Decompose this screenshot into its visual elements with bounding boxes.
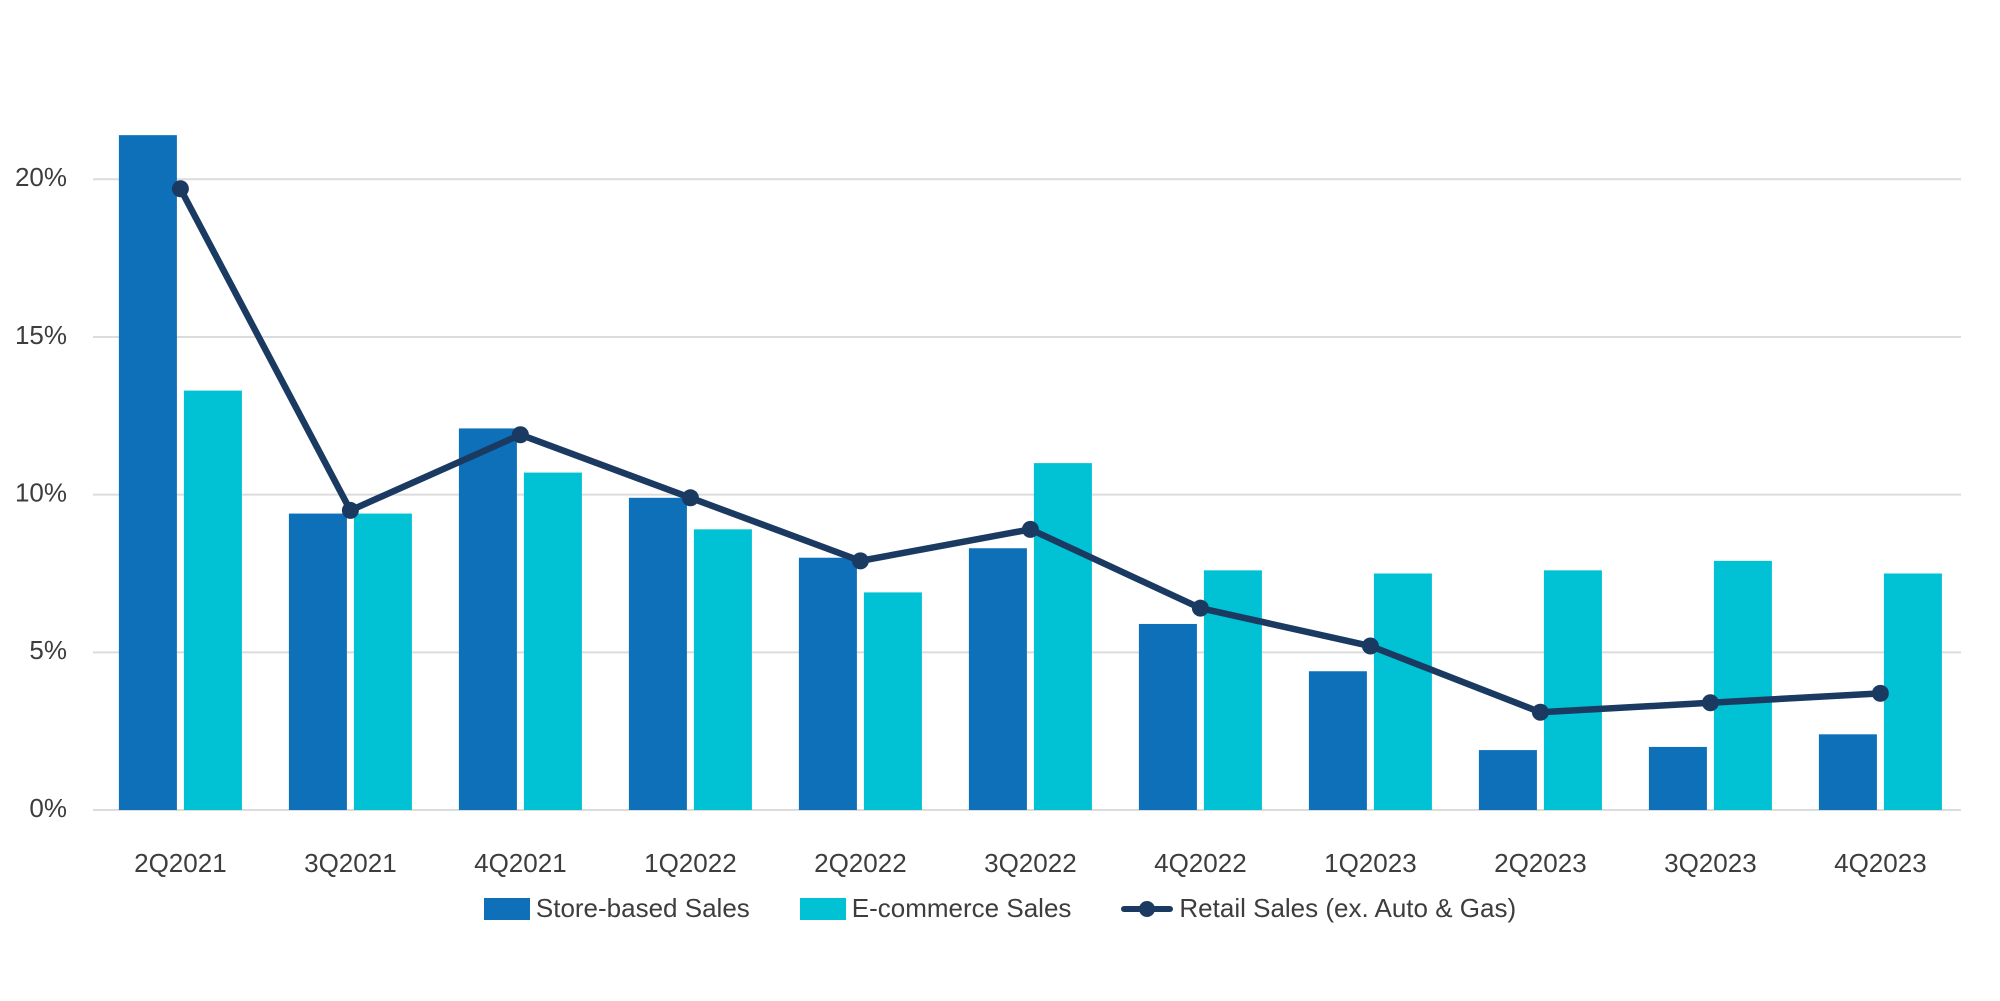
y-axis-tick-label: 10%	[15, 478, 67, 508]
bar-store-based-sales	[1478, 750, 1537, 810]
bar-store-based-sales	[1818, 734, 1877, 810]
legend-line-marker-icon	[1121, 898, 1174, 920]
legend-label: Store-based Sales	[535, 893, 750, 923]
line-retail-sales-ex-auto-gas	[177, 185, 1884, 716]
y-axis-tick-label: 20%	[15, 162, 67, 192]
bar-e-commerce-sales	[693, 529, 752, 810]
x-axis-tick-label: 2Q2023	[1494, 848, 1587, 878]
x-axis-tick-label: 3Q2023	[1664, 848, 1757, 878]
x-axis-tick-label: 4Q2023	[1834, 848, 1927, 878]
bar-store-based-sales	[798, 557, 857, 810]
y-axis-tick-label: 15%	[15, 320, 67, 350]
bar-e-commerce-sales	[1713, 560, 1772, 810]
bar-store-based-sales	[1138, 623, 1197, 810]
line-marker	[1361, 637, 1379, 655]
x-axis-tick-label: 1Q2022	[644, 848, 737, 878]
line-marker	[851, 552, 869, 570]
bar-store-based-sales	[628, 497, 687, 810]
legend: Store-based Sales E-commerce Sales Retail …	[0, 893, 2000, 924]
x-axis-tick-label: 3Q2021	[304, 848, 397, 878]
x-axis-tick-label: 2Q2022	[814, 848, 907, 878]
line-marker	[1871, 684, 1889, 702]
bar-store-based-sales	[288, 513, 347, 810]
bar-store-based-sales	[1308, 671, 1367, 810]
line-marker	[1701, 694, 1719, 712]
bar-e-commerce-sales	[1203, 570, 1262, 810]
y-axis-tick-label: 5%	[29, 635, 67, 665]
line-marker	[681, 489, 699, 507]
line-marker	[511, 426, 529, 444]
bar-e-commerce-sales	[353, 513, 412, 810]
bar-e-commerce-sales	[183, 390, 242, 810]
bar-store-based-sales	[458, 428, 517, 810]
bar-store-based-sales	[118, 135, 177, 810]
legend-swatch-icon	[799, 897, 846, 920]
bar-e-commerce-sales	[523, 472, 582, 810]
x-axis-tick-label: 4Q2022	[1154, 848, 1247, 878]
bar-store-based-sales	[1648, 746, 1707, 810]
line-marker	[171, 180, 189, 198]
y-axis-tick-label: 0%	[29, 793, 67, 823]
bar-store-based-sales	[968, 548, 1027, 810]
line-marker	[1191, 599, 1209, 617]
x-axis-tick-label: 4Q2021	[474, 848, 567, 878]
legend-label: E-commerce Sales	[851, 893, 1072, 923]
bar-e-commerce-sales	[1033, 463, 1092, 810]
line-marker	[1531, 703, 1549, 721]
bar-e-commerce-sales	[863, 592, 922, 810]
bar-e-commerce-sales	[1883, 573, 1942, 810]
legend-item-retail-sales-ex-auto-gas: Retail Sales (ex. Auto & Gas)	[1121, 893, 1516, 924]
bar-e-commerce-sales	[1373, 573, 1432, 810]
x-axis-tick-label: 1Q2023	[1324, 848, 1417, 878]
legend-item-store-based-sales: Store-based Sales	[483, 893, 750, 924]
legend-label: Retail Sales (ex. Auto & Gas)	[1179, 893, 1517, 923]
x-axis-tick-label: 3Q2022	[984, 848, 1077, 878]
bar-e-commerce-sales	[1543, 570, 1602, 810]
x-axis-tick-label: 2Q2021	[134, 848, 227, 878]
line-marker	[1021, 520, 1039, 538]
legend-item-e-commerce-sales: E-commerce Sales	[799, 893, 1072, 924]
legend-swatch-icon	[483, 897, 530, 920]
line-marker	[341, 501, 359, 519]
